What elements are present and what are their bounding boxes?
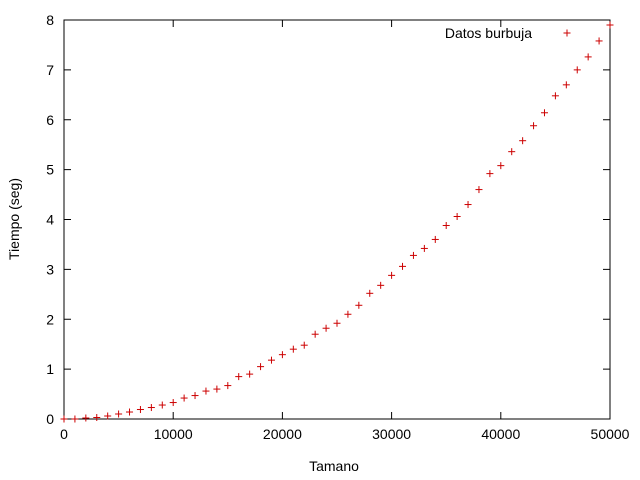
data-point — [486, 170, 494, 178]
data-point — [475, 186, 483, 194]
data-point — [115, 410, 123, 418]
legend-marker-symbol — [563, 29, 571, 37]
data-point — [540, 109, 548, 117]
data-point — [71, 415, 79, 423]
data-point — [93, 414, 101, 422]
data-point — [595, 37, 603, 45]
data-point — [289, 345, 297, 353]
x-tick-label: 10000 — [154, 426, 193, 442]
data-point — [82, 414, 90, 422]
data-point — [388, 271, 396, 279]
y-tick-label: 8 — [46, 12, 54, 28]
data-point — [464, 201, 472, 209]
data-point — [366, 289, 374, 297]
data-point — [562, 81, 570, 89]
data-point — [322, 324, 330, 332]
data-point — [409, 251, 417, 259]
x-tick-label: 30000 — [372, 426, 411, 442]
data-point — [169, 399, 177, 407]
data-point — [519, 137, 527, 145]
y-tick-label: 5 — [46, 162, 54, 178]
data-point — [333, 319, 341, 327]
data-point — [530, 122, 538, 130]
x-tick-label: 0 — [60, 426, 68, 442]
data-point — [551, 92, 559, 100]
tick-labels: 0 10000 20000 30000 40000 50000 0 1 2 3 4 5 6 7 8 — [46, 12, 629, 442]
data-point — [104, 412, 112, 420]
data-point — [584, 53, 592, 61]
y-tick-label: 1 — [46, 361, 54, 377]
y-tick-label: 3 — [46, 261, 54, 277]
x-tick-label: 20000 — [263, 426, 302, 442]
legend: Datos burbuja — [445, 25, 571, 41]
y-tick-label: 6 — [46, 112, 54, 128]
data-points — [60, 21, 614, 423]
y-tick-label: 4 — [46, 212, 54, 228]
data-point — [213, 385, 221, 393]
x-tick-label: 40000 — [481, 426, 520, 442]
data-point — [126, 408, 134, 416]
data-point — [257, 363, 265, 371]
data-point — [158, 401, 166, 409]
data-point — [377, 281, 385, 289]
legend-label: Datos burbuja — [445, 25, 532, 41]
y-tick-label: 0 — [46, 411, 54, 427]
data-point — [224, 382, 232, 390]
y-tick-label: 2 — [46, 311, 54, 327]
data-point — [235, 373, 243, 381]
legend-marker — [563, 29, 571, 37]
data-point — [344, 310, 352, 318]
data-point — [300, 341, 308, 349]
data-point — [60, 415, 68, 423]
data-point — [442, 221, 450, 229]
data-point — [355, 301, 363, 309]
data-point — [399, 262, 407, 270]
data-point — [420, 244, 428, 252]
data-point — [573, 66, 581, 74]
data-point — [508, 148, 516, 156]
data-point — [311, 330, 319, 338]
y-tick-label: 7 — [46, 62, 54, 78]
data-point — [180, 394, 188, 402]
data-point — [267, 356, 275, 364]
data-point — [278, 351, 286, 359]
data-point — [606, 21, 614, 29]
data-point — [431, 235, 439, 243]
x-axis-label: Tamano — [309, 458, 359, 474]
plot-area-frame — [63, 19, 611, 420]
data-point — [453, 213, 461, 221]
data-point — [136, 406, 144, 414]
x-tick-label: 50000 — [591, 426, 630, 442]
data-point — [191, 392, 199, 400]
axis-ticks — [63, 19, 611, 420]
data-point — [202, 387, 210, 395]
data-point — [497, 162, 505, 170]
data-point — [246, 370, 254, 378]
y-axis-label: Tiempo (seg) — [6, 178, 22, 260]
data-point — [147, 404, 155, 412]
